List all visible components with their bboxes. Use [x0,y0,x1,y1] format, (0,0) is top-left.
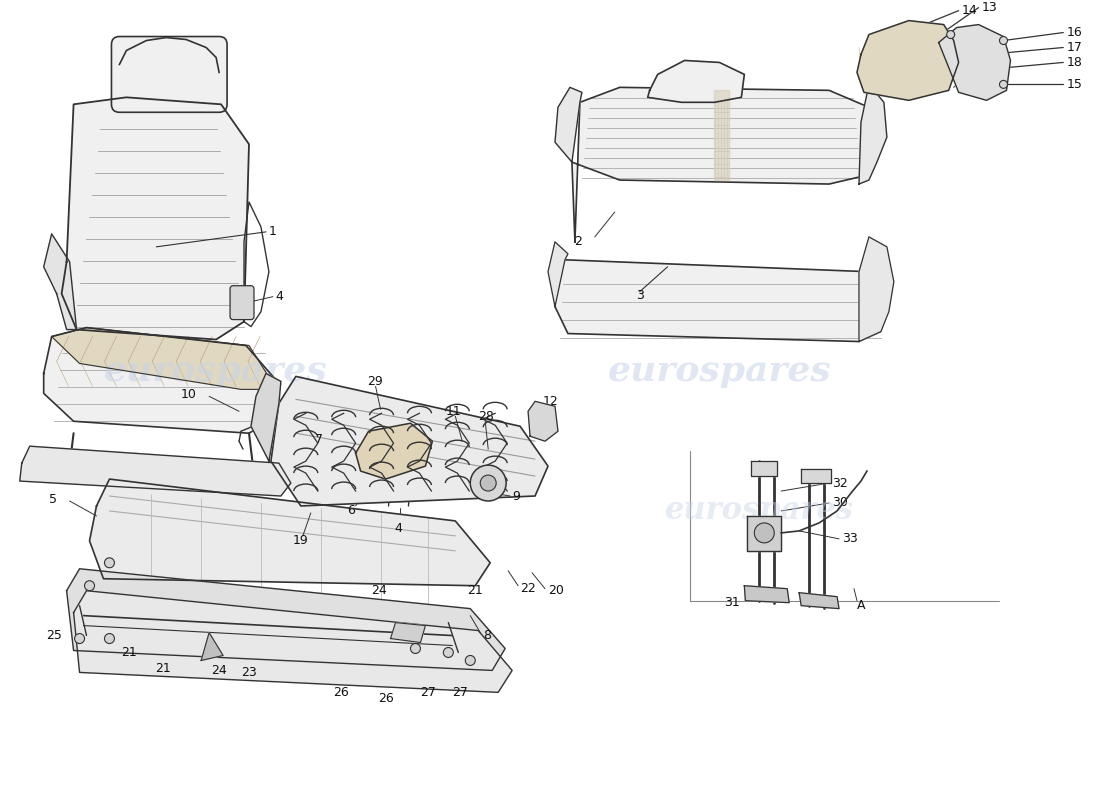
Circle shape [104,558,114,568]
Polygon shape [271,377,548,506]
Text: 27: 27 [420,686,437,699]
Text: A: A [857,599,866,612]
Text: 22: 22 [520,582,536,595]
Polygon shape [528,402,558,441]
Circle shape [471,465,506,501]
Polygon shape [648,61,745,102]
Polygon shape [556,260,887,342]
Text: 27: 27 [452,686,469,699]
Circle shape [1000,37,1008,45]
Text: 31: 31 [724,596,739,609]
Polygon shape [67,569,505,670]
Text: 11: 11 [446,405,461,418]
Text: 21: 21 [155,662,172,675]
Text: 17: 17 [1066,41,1082,54]
Text: 23: 23 [241,666,257,679]
Circle shape [465,655,475,666]
Text: 26: 26 [377,692,394,705]
Text: 2: 2 [574,235,582,248]
FancyBboxPatch shape [111,37,227,112]
Polygon shape [800,593,839,609]
Text: 5: 5 [48,493,56,506]
Text: 1: 1 [268,226,277,238]
Text: eurospares: eurospares [664,495,854,526]
Polygon shape [201,633,223,661]
Polygon shape [548,242,568,306]
Circle shape [443,647,453,658]
Text: 8: 8 [483,629,492,642]
FancyBboxPatch shape [230,286,254,319]
Text: 26: 26 [333,686,349,699]
Text: 29: 29 [366,375,383,388]
Polygon shape [556,87,582,162]
Text: 13: 13 [981,1,998,14]
Circle shape [1000,80,1008,88]
Polygon shape [355,423,432,479]
Text: 16: 16 [1066,26,1082,39]
Polygon shape [801,469,832,483]
Polygon shape [859,237,894,342]
Polygon shape [751,461,778,476]
Polygon shape [44,327,279,434]
Text: 24: 24 [371,584,386,597]
Text: 21: 21 [468,584,483,597]
Polygon shape [859,84,887,184]
Text: 12: 12 [543,395,559,408]
Polygon shape [52,327,273,390]
Polygon shape [89,479,491,586]
Text: 18: 18 [1066,56,1082,69]
Polygon shape [572,87,873,242]
Polygon shape [938,25,1011,100]
Text: 3: 3 [636,289,644,302]
Text: 14: 14 [961,4,978,17]
Text: eurospares: eurospares [104,354,328,389]
Polygon shape [74,590,513,692]
Text: 19: 19 [293,534,309,547]
Circle shape [947,30,955,38]
Text: 25: 25 [46,629,62,642]
Polygon shape [62,98,249,339]
Polygon shape [745,586,789,602]
Circle shape [85,581,95,590]
Text: 30: 30 [832,497,848,510]
Circle shape [75,634,85,643]
Polygon shape [857,21,958,100]
Polygon shape [251,374,280,461]
Circle shape [755,523,774,543]
Text: 21: 21 [121,646,138,659]
Text: 28: 28 [478,410,494,422]
Circle shape [410,643,420,654]
Text: eurospares: eurospares [607,354,832,389]
Text: 4: 4 [275,290,283,303]
Polygon shape [747,516,781,551]
Circle shape [481,475,496,491]
Text: 32: 32 [832,477,848,490]
Text: 33: 33 [842,532,858,546]
Text: 20: 20 [548,584,564,597]
Text: 15: 15 [1066,78,1082,91]
Text: 24: 24 [211,664,227,677]
Polygon shape [20,446,290,496]
Circle shape [104,634,114,643]
Text: 7: 7 [315,433,322,446]
Text: 10: 10 [180,388,196,401]
Polygon shape [715,90,729,180]
Text: 9: 9 [513,490,520,502]
Polygon shape [44,234,77,330]
Polygon shape [390,622,426,642]
Text: 4: 4 [395,522,403,535]
Text: 6: 6 [346,505,354,518]
